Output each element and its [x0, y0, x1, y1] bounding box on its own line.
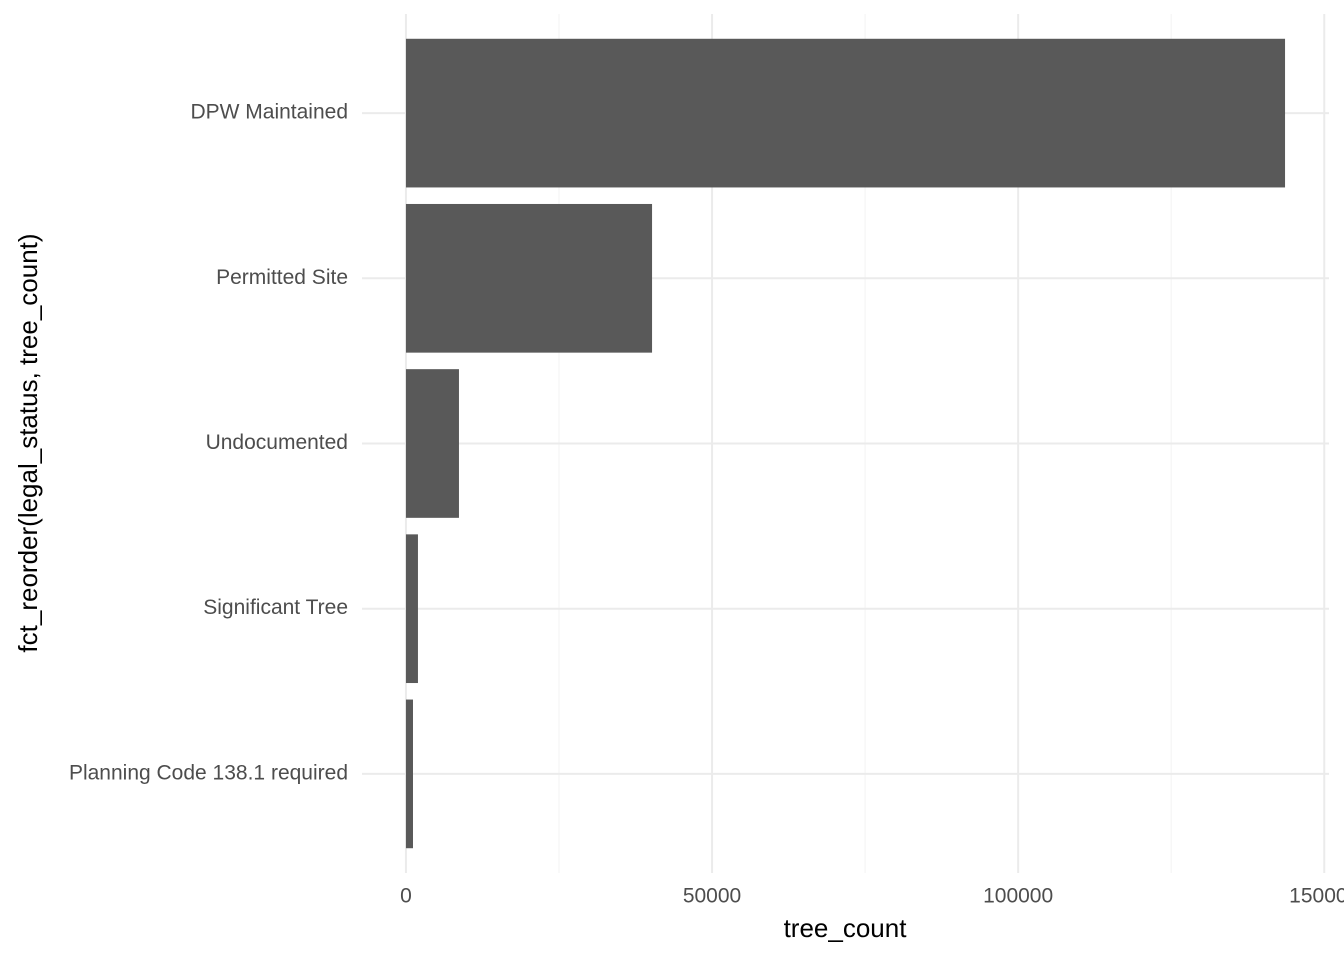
y-tick-label: Planning Code 138.1 required: [69, 761, 348, 784]
y-tick-label: Significant Tree: [203, 596, 348, 619]
y-axis-title: fct_reorder(legal_status, tree_count): [13, 233, 43, 652]
bar: [405, 534, 418, 684]
y-tick-label: Permitted Site: [216, 266, 348, 289]
x-tick-label: 150000: [1289, 885, 1344, 908]
bar: [405, 203, 653, 353]
y-tick-label: DPW Maintained: [190, 101, 348, 124]
bar: [405, 369, 459, 518]
y-tick-label: Undocumented: [206, 431, 348, 454]
x-tick-label: 50000: [683, 885, 741, 908]
x-tick-label: 0: [400, 885, 412, 908]
bar: [405, 38, 1286, 188]
x-axis-title: tree_count: [784, 913, 908, 943]
x-tick-label: 100000: [983, 885, 1053, 908]
bar: [405, 699, 413, 849]
